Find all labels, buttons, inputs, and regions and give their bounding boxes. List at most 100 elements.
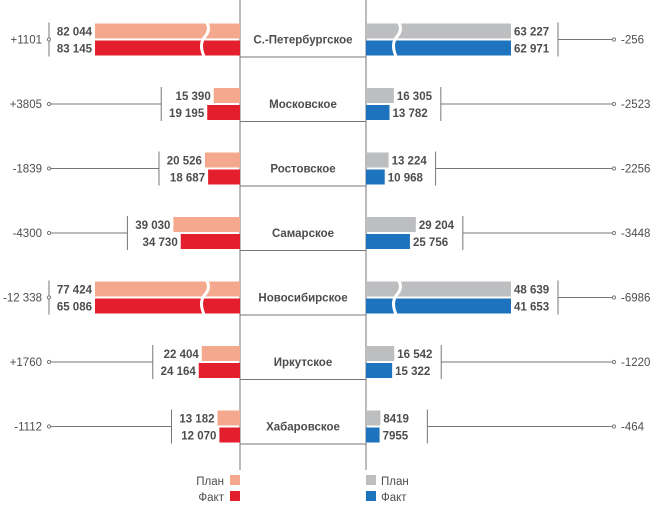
left-plan-value: 82 044 [57, 27, 93, 39]
right-break-mark [392, 277, 402, 318]
left-plan-bar [173, 217, 240, 232]
left-fact-bar [208, 169, 240, 185]
left-difference-value: +1760 [10, 357, 42, 369]
left-plan-value: 22 404 [164, 349, 200, 361]
right-fact-value: 15 322 [395, 366, 430, 378]
left-fact-bar [198, 363, 240, 378]
left-fact-bar [180, 234, 240, 249]
left-break-mark [200, 19, 210, 60]
right-difference-value: -256 [621, 35, 644, 47]
right-fact-bar [366, 298, 511, 314]
left-fact-value: 24 164 [161, 366, 197, 378]
left-connector-dot [46, 230, 52, 236]
legend-left-plan-swatch [230, 475, 240, 485]
right-plan-value: 29 204 [419, 220, 455, 232]
left-connector-dot [46, 101, 52, 107]
right-fact-value: 25 756 [413, 237, 448, 249]
legend-right-plan-swatch [366, 475, 376, 485]
category-label: Самарское [272, 228, 334, 240]
left-fact-value: 12 070 [181, 431, 216, 443]
category-label: Хабаровское [266, 422, 340, 434]
right-fact-bar [366, 427, 380, 443]
right-fact-value: 7955 [383, 431, 409, 443]
right-fact-value: 41 653 [514, 302, 549, 314]
left-fact-bar [95, 40, 240, 56]
right-plan-bar [366, 217, 416, 232]
right-difference-value: -464 [621, 422, 645, 434]
right-plan-value: 63 227 [514, 27, 549, 39]
left-plan-bar [201, 346, 240, 361]
legend-right-fact-swatch [366, 491, 376, 501]
right-connector-dot [611, 37, 617, 42]
right-fact-bar [366, 169, 385, 185]
left-connector-dot [46, 166, 52, 171]
right-plan-value: 16 542 [397, 349, 432, 361]
right-plan-value: 16 305 [397, 91, 433, 103]
left-difference-value: +1101 [11, 35, 42, 47]
right-connector-dot [611, 295, 617, 300]
right-plan-bar [366, 281, 511, 297]
legend-right-fact-label: Факт [381, 492, 407, 504]
right-connector-dot [611, 424, 617, 429]
left-fact-value: 19 195 [169, 108, 205, 120]
left-plan-bar [204, 152, 240, 168]
right-plan-bar [366, 152, 389, 168]
right-connector-dot [611, 230, 617, 236]
left-fact-bar [95, 298, 240, 314]
right-plan-value: 48 639 [514, 285, 549, 297]
left-difference-value: -1839 [13, 164, 42, 176]
right-fact-value: 10 968 [388, 173, 424, 185]
category-label: Иркутское [274, 357, 332, 369]
right-fact-bar [366, 40, 511, 56]
legend-right-plan-label: План [381, 476, 409, 488]
right-connector-dot [611, 359, 617, 365]
right-plan-bar [366, 346, 395, 361]
legend-left-fact-swatch [230, 491, 240, 501]
left-plan-value: 13 182 [179, 414, 214, 426]
right-difference-value: -1220 [621, 357, 650, 369]
left-break-mark [200, 277, 210, 318]
left-plan-bar [95, 281, 240, 297]
left-difference-value: -4300 [13, 228, 42, 240]
right-plan-value: 8419 [383, 414, 409, 426]
left-difference-value: +3805 [10, 99, 42, 111]
right-fact-bar [366, 234, 410, 249]
right-difference-value: -3448 [621, 228, 650, 240]
left-fact-bar [207, 105, 240, 120]
right-break-mark [392, 19, 402, 60]
left-plan-bar [213, 88, 240, 103]
right-fact-bar [366, 105, 390, 120]
right-plan-bar [366, 410, 381, 426]
right-difference-value: -6986 [621, 293, 650, 305]
left-plan-value: 20 526 [167, 156, 202, 168]
left-plan-value: 77 424 [57, 285, 93, 297]
legend: План Факт План Факт [196, 475, 409, 504]
left-plan-bar [217, 410, 240, 426]
left-difference-value: -1112 [14, 422, 42, 434]
left-connector-dot [46, 359, 52, 365]
left-connector-dot [46, 424, 52, 429]
left-plan-bar [95, 23, 240, 39]
left-connector-dot [46, 37, 52, 42]
right-connector-dot [611, 166, 617, 171]
right-fact-value: 13 782 [393, 108, 428, 120]
left-fact-value: 34 730 [143, 237, 178, 249]
left-plan-value: 39 030 [135, 220, 170, 232]
category-label: Ростовское [270, 164, 335, 176]
left-fact-value: 18 687 [170, 173, 205, 185]
right-plan-bar [366, 88, 394, 103]
right-fact-value: 62 971 [514, 44, 550, 56]
legend-left-plan-label: План [196, 476, 224, 488]
chart-rows: 82 044 83 145 +1101 63 227 62 971 -256 С.-Пете… [3, 0, 650, 470]
right-connector-dot [611, 101, 617, 107]
left-connector-dot [46, 295, 52, 300]
right-difference-value: -2256 [621, 164, 650, 176]
left-fact-bar [219, 427, 240, 443]
left-difference-value: -12 338 [3, 293, 42, 305]
left-plan-value: 15 390 [176, 91, 211, 103]
category-label: Новосибирское [258, 293, 347, 305]
left-fact-value: 65 086 [57, 302, 92, 314]
right-fact-bar [366, 363, 393, 378]
right-difference-value: -2523 [621, 99, 650, 111]
